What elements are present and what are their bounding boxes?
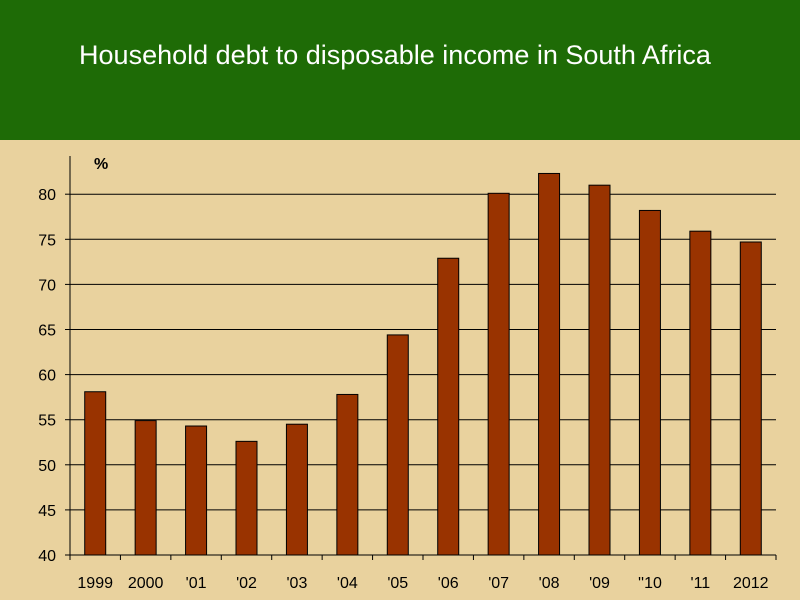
y-tick-label: 80	[38, 187, 56, 204]
x-tick-label: 2000	[128, 575, 164, 592]
bar	[689, 230, 712, 556]
bar	[235, 440, 258, 556]
x-tick-label: 1999	[77, 575, 113, 592]
title-banner	[0, 0, 800, 140]
y-unit-label: %	[94, 156, 108, 173]
bar	[538, 172, 561, 556]
bar	[185, 425, 208, 556]
x-tick-label: '03	[286, 575, 307, 592]
x-tick-label: 2012	[733, 575, 769, 592]
x-tick-label: '04	[337, 575, 358, 592]
x-tick-label: '05	[387, 575, 408, 592]
chart-title: Household debt to disposable income in S…	[79, 40, 711, 70]
y-tick-label: 75	[38, 232, 56, 249]
y-tick-label: 40	[38, 548, 56, 565]
x-tick-label: '01	[186, 575, 207, 592]
y-tick-label: 45	[38, 503, 56, 520]
y-tick-label: 60	[38, 368, 56, 385]
y-tick-label: 50	[38, 458, 56, 475]
bar	[134, 420, 157, 556]
bar	[336, 393, 359, 556]
y-tick-label: 65	[38, 323, 56, 340]
bar	[588, 184, 611, 556]
x-tick-label: '09	[589, 575, 610, 592]
y-tick-label: 70	[38, 277, 56, 294]
bar	[437, 257, 460, 556]
bar	[739, 241, 762, 556]
bar	[285, 423, 308, 556]
y-tick-label: 55	[38, 413, 56, 430]
x-tick-label: '02	[236, 575, 257, 592]
bar	[84, 391, 107, 556]
bar	[487, 192, 510, 556]
bars	[84, 172, 762, 556]
x-tick-label: '11	[691, 575, 711, 592]
axes	[65, 156, 777, 560]
grid-lines	[70, 193, 776, 511]
x-tick-labels: 1999 2000 '01 '02 '03 '04 '05 '06 '07 '08 '09 ''10 '…	[77, 575, 768, 592]
bar	[638, 209, 661, 556]
bar	[386, 334, 409, 556]
x-tick-label: '08	[539, 575, 560, 592]
x-tick-label: '07	[488, 575, 509, 592]
y-tick-labels: 40 45 50 55 60 65 70 75 80	[38, 187, 56, 565]
x-tick-label: ''10	[638, 575, 662, 592]
x-tick-label: '06	[438, 575, 459, 592]
